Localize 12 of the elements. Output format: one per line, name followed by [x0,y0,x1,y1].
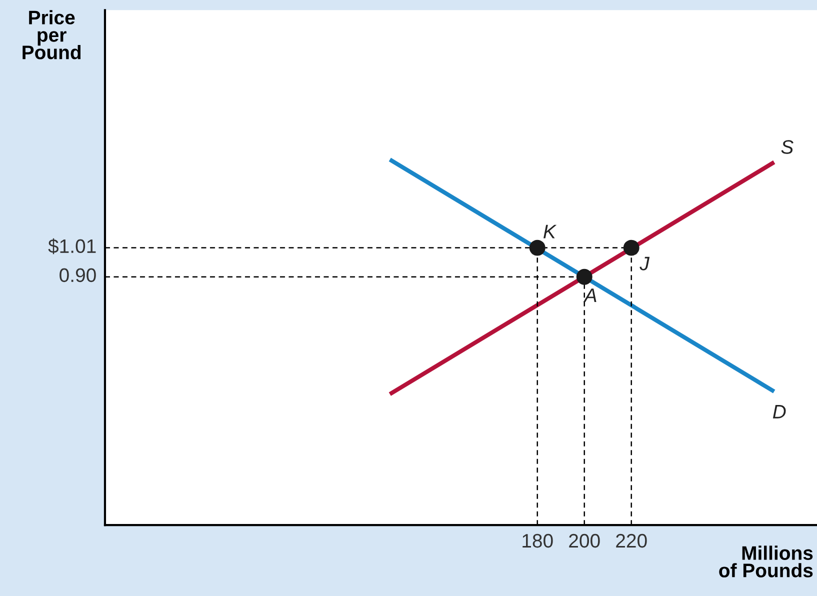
y-axis-title: Price per Pound [22,10,81,60]
x-tick-label: 220 [616,534,647,548]
annotation: J [640,256,650,270]
y-tick-label: $1.01 [48,238,96,254]
x-tick-label: 180 [522,534,553,548]
y-tick-label: 0.90 [60,268,96,282]
annotation: A [583,288,596,302]
annotation: S [781,140,794,154]
x-tick-label: 200 [569,534,600,548]
annotation: K [544,224,557,238]
x-axis-title: Millions of Pounds [719,546,813,578]
annotation: D [772,405,786,418]
